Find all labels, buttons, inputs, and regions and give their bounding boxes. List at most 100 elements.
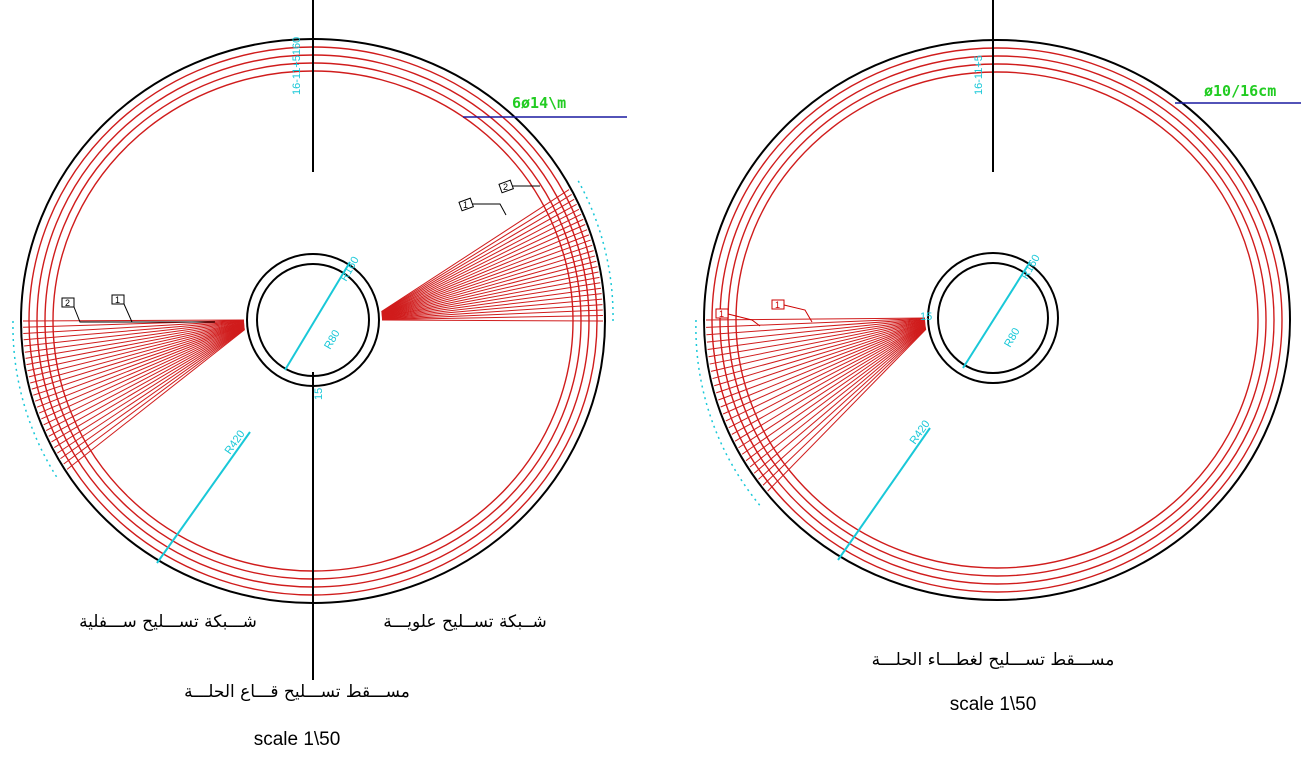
rebar bbox=[706, 317, 926, 328]
dim-line bbox=[837, 427, 931, 561]
rebar bbox=[45, 326, 245, 432]
rebar bbox=[381, 319, 604, 322]
rebar bbox=[33, 324, 245, 396]
mesh-label: شــبكة تســليح علويـــة bbox=[383, 612, 547, 632]
rebar bbox=[718, 322, 926, 401]
rebar bbox=[725, 323, 926, 422]
ring bbox=[937, 262, 1049, 374]
rebar bbox=[381, 239, 591, 316]
rebar bbox=[48, 326, 245, 437]
leader bbox=[727, 304, 813, 327]
ring bbox=[577, 179, 614, 322]
dim-text: 16-11+5 bbox=[973, 55, 985, 95]
rebar bbox=[54, 327, 245, 449]
rebar bbox=[381, 282, 601, 319]
rebar bbox=[60, 328, 245, 460]
ring bbox=[256, 263, 370, 377]
rebar bbox=[706, 318, 926, 343]
rebar bbox=[25, 321, 245, 359]
rebar bbox=[27, 322, 245, 372]
tag-text: 2 bbox=[65, 298, 70, 308]
rebar bbox=[23, 320, 245, 341]
ring bbox=[246, 253, 380, 387]
geometry bbox=[12, 38, 1291, 604]
rebar bbox=[758, 327, 927, 480]
rebar bbox=[51, 327, 245, 443]
tag: 1 bbox=[458, 197, 474, 212]
ring bbox=[735, 71, 1259, 569]
rebar bbox=[34, 324, 245, 402]
dim-line bbox=[284, 261, 351, 371]
rebar bbox=[381, 203, 577, 314]
rebar bbox=[381, 234, 590, 316]
rebar bbox=[381, 255, 596, 317]
tag: 2 bbox=[498, 179, 514, 194]
tag-text: 1 bbox=[463, 200, 468, 210]
rebar bbox=[738, 325, 926, 449]
ring bbox=[711, 47, 1283, 593]
rebar bbox=[728, 324, 926, 429]
bar-note: 6ø14\m bbox=[512, 94, 566, 112]
mesh-label: شـــبكة تســـليح ســـفلية bbox=[79, 612, 257, 632]
rebar bbox=[767, 328, 927, 492]
rebar bbox=[381, 244, 593, 316]
rebar bbox=[381, 315, 603, 321]
rebar bbox=[30, 323, 245, 384]
ring bbox=[927, 252, 1059, 384]
tag: 2 bbox=[61, 297, 75, 308]
rebar bbox=[38, 325, 245, 414]
rebar bbox=[381, 213, 582, 314]
rebar bbox=[707, 319, 926, 350]
rebar bbox=[26, 322, 245, 366]
rebar bbox=[36, 324, 245, 408]
rebar bbox=[381, 193, 572, 313]
rebar bbox=[22, 319, 245, 322]
ring bbox=[703, 39, 1291, 601]
tag-text: 1 bbox=[115, 295, 120, 305]
rebar bbox=[24, 321, 245, 347]
rebar bbox=[708, 319, 926, 358]
ring bbox=[12, 320, 60, 481]
rebar bbox=[381, 276, 600, 318]
rebar bbox=[23, 320, 245, 335]
rebar bbox=[41, 325, 245, 420]
rebar bbox=[741, 326, 926, 455]
tag: 1 bbox=[771, 299, 785, 310]
leader bbox=[73, 185, 540, 323]
rebar bbox=[381, 293, 602, 319]
rebar bbox=[706, 318, 926, 336]
rebar bbox=[381, 198, 575, 313]
rebar bbox=[381, 260, 597, 317]
bar-note: ø10/16cm bbox=[1204, 82, 1276, 100]
scale: scale 1\50 bbox=[254, 729, 341, 750]
rebar bbox=[714, 321, 926, 387]
dim-text: R160 bbox=[338, 255, 362, 284]
rebar bbox=[381, 229, 588, 315]
dim-text: R80 bbox=[1002, 326, 1022, 349]
ring bbox=[695, 319, 761, 506]
dim-text: R420 bbox=[908, 418, 933, 446]
plan-title: مســـقط تســـليح لغطـــاء الحلـــة bbox=[872, 650, 1115, 670]
dim-text: 15 bbox=[313, 388, 325, 400]
rebar bbox=[43, 326, 245, 426]
tag-text: 2 bbox=[503, 182, 508, 192]
rebar bbox=[734, 325, 926, 442]
plan-title: مســـقط تســـليح قـــاع الحلـــة bbox=[184, 682, 410, 702]
rebar bbox=[716, 322, 926, 394]
tag: 1 bbox=[715, 308, 729, 319]
rebar bbox=[381, 266, 598, 318]
rebar bbox=[731, 324, 926, 435]
rebar bbox=[712, 321, 926, 380]
rebar bbox=[749, 327, 926, 468]
ring bbox=[719, 55, 1275, 585]
rebar bbox=[381, 271, 599, 318]
rebar bbox=[381, 304, 603, 320]
rebar bbox=[24, 321, 245, 353]
rebar bbox=[31, 323, 245, 390]
tag: 1 bbox=[111, 294, 125, 305]
ring bbox=[727, 63, 1267, 577]
dim-line bbox=[962, 261, 1031, 369]
rebar bbox=[28, 322, 245, 378]
rebar bbox=[381, 218, 584, 315]
rebar bbox=[762, 328, 927, 486]
